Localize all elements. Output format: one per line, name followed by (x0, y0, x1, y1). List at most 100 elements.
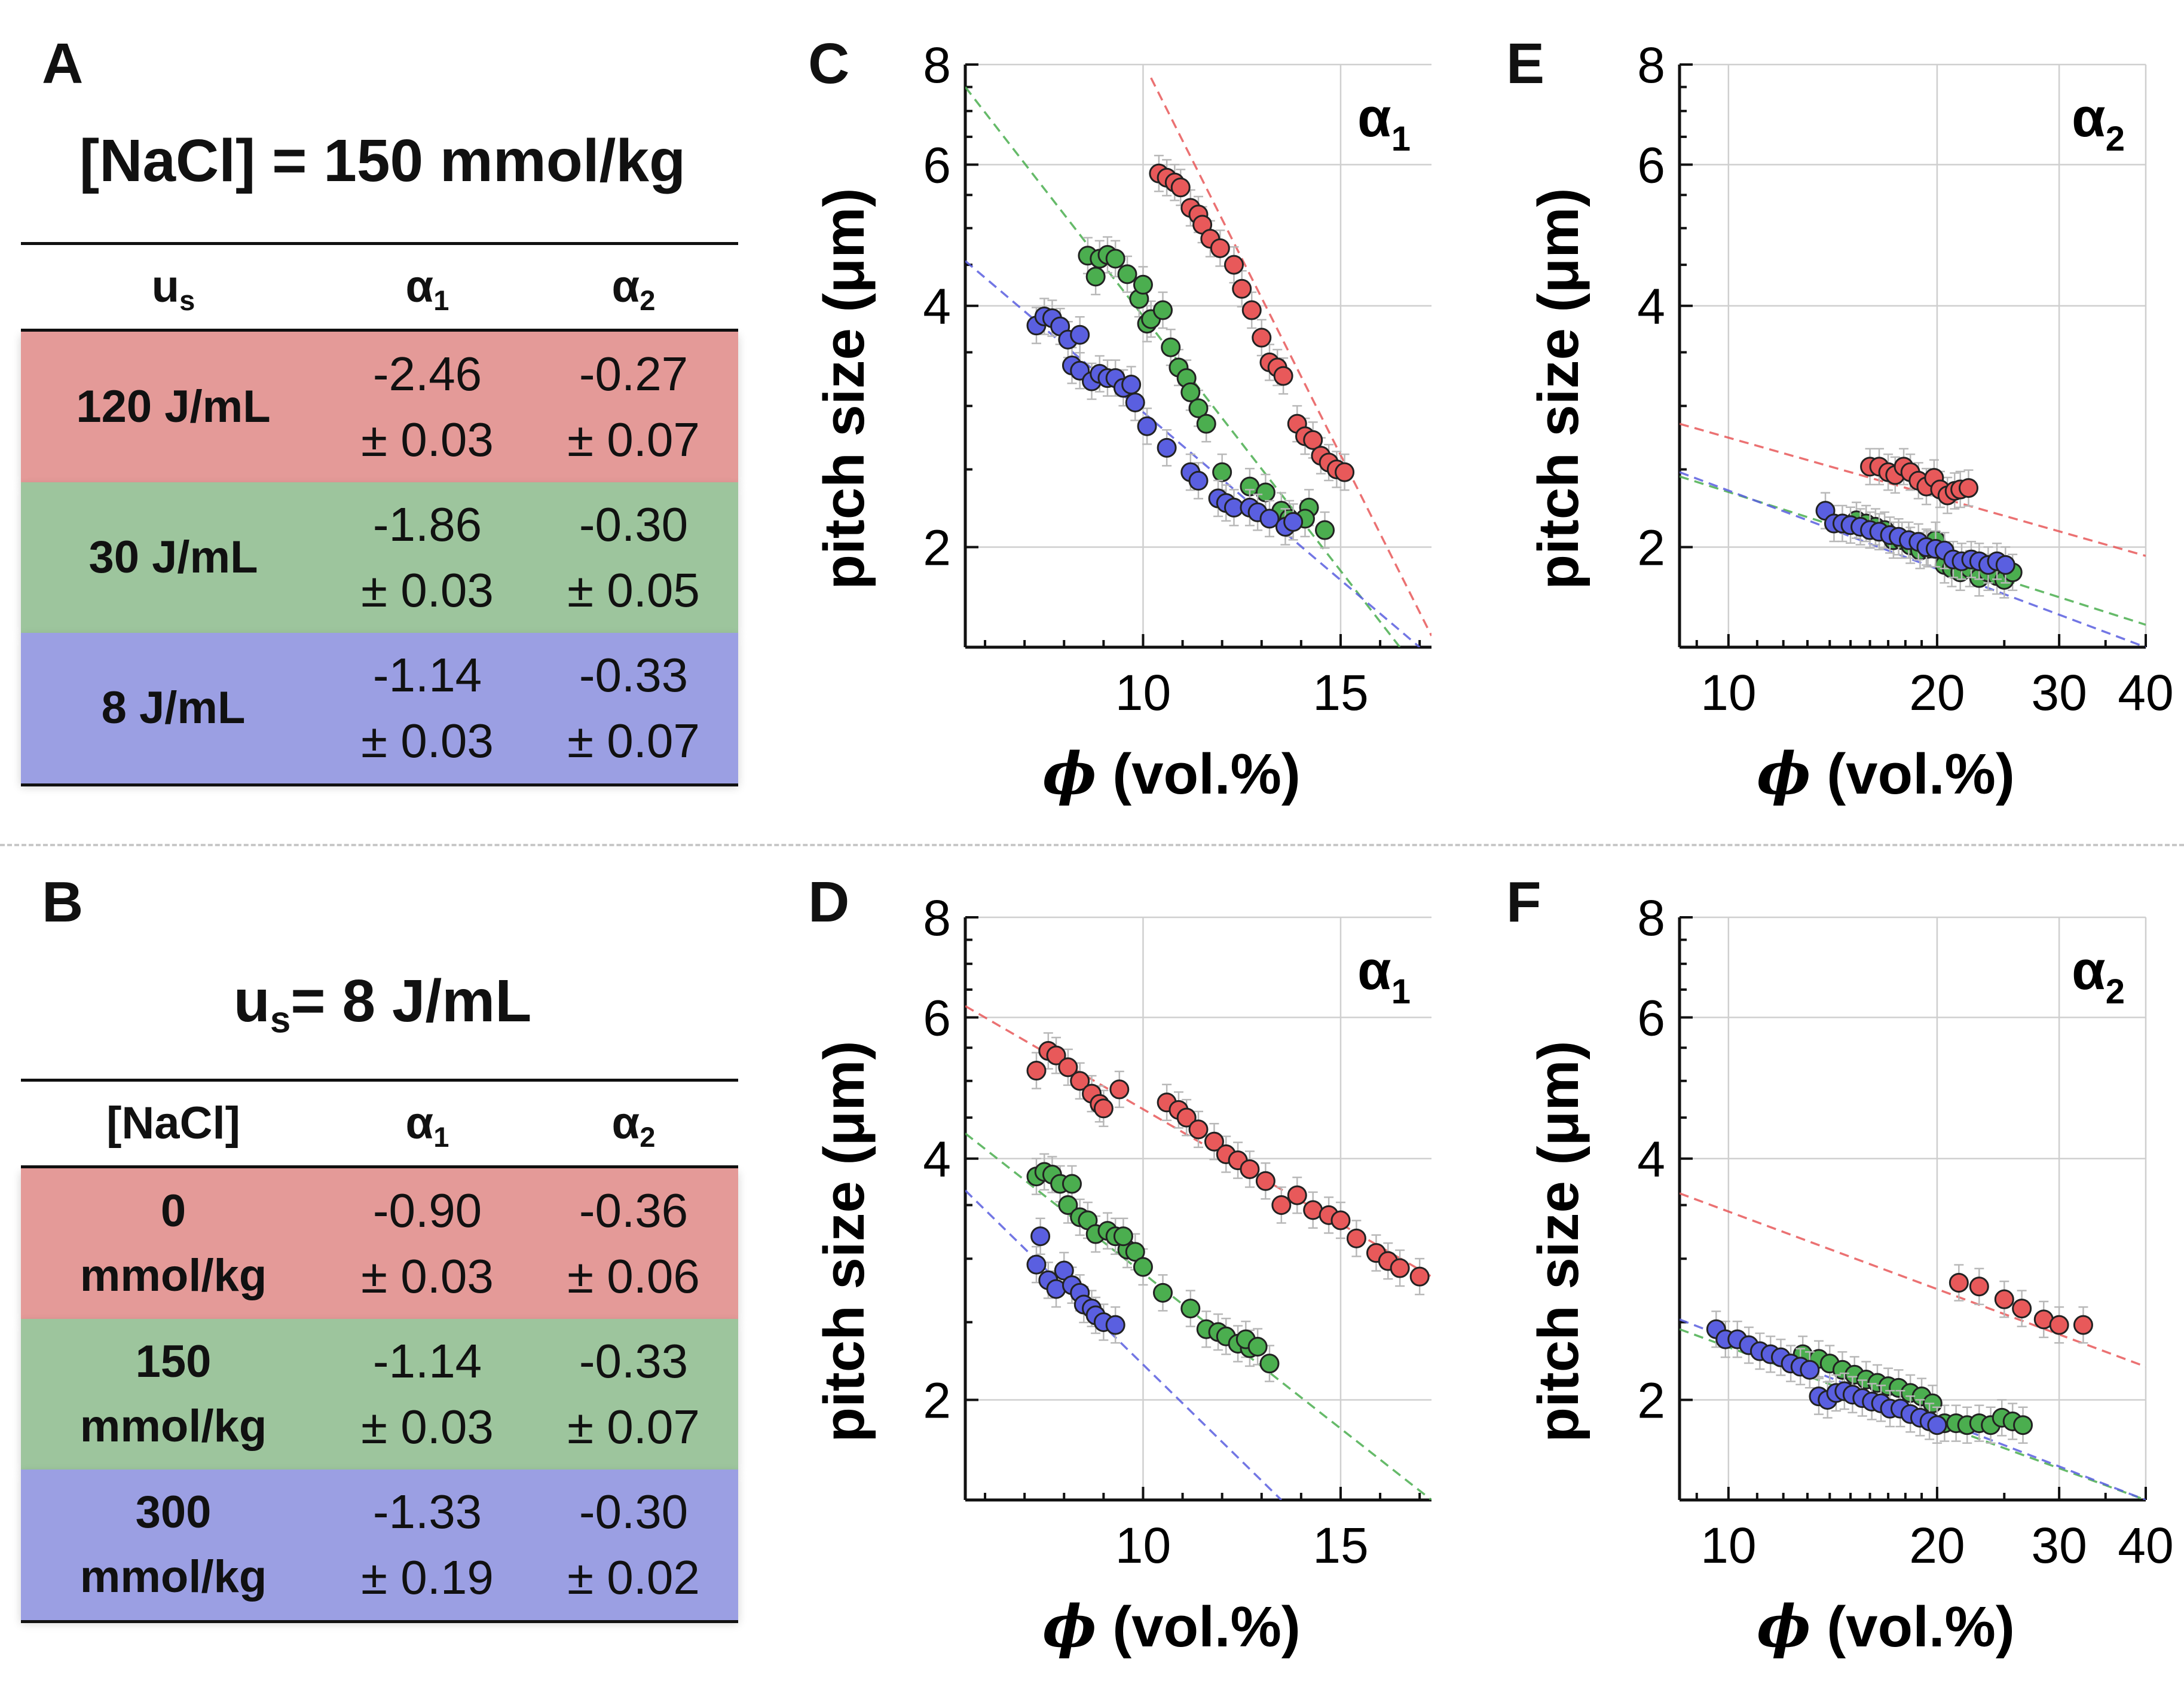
x-axis-title: ϕ (vol.%) (1042, 1593, 1301, 1660)
table-b-title: us= 8 J/mL (233, 968, 532, 1041)
fit-line-blue (965, 1189, 1283, 1500)
data-point-green (1133, 274, 1153, 295)
y-tick-label: 8 (1637, 37, 1665, 93)
x-axis-title-symbol: ϕ (1042, 1593, 1096, 1660)
alpha2-cell: -0.30 ± 0.05 (567, 498, 700, 617)
x-axis-title-symbol: ϕ (1757, 1593, 1810, 1660)
data-point-green (1117, 264, 1137, 284)
alpha-symbol: α (2072, 940, 2106, 1001)
x-tick-label: 10 (1700, 665, 1756, 721)
x-tick-label: 30 (2031, 1517, 2087, 1573)
table-a-header: us α1 α2 (21, 245, 738, 329)
x-tick-label: 10 (1115, 1517, 1171, 1573)
x-axis-title: ϕ (vol.%) (1042, 740, 1301, 807)
row-label: 8 J/mL (101, 682, 246, 733)
data-point-red (1109, 1079, 1130, 1100)
alpha-annotation: α1 (1357, 87, 1411, 158)
data-point-green (1133, 1257, 1153, 1277)
y-axis-title: pitch size (μm) (812, 1040, 876, 1442)
table-b-header: [NaCl] α1 α2 (21, 1082, 738, 1165)
data-point-green (1153, 1282, 1173, 1303)
x-axis-title: ϕ (vol.%) (1757, 740, 2015, 807)
data-point-red (1255, 1171, 1275, 1191)
chart-d: 2 4 6 8 10 15 pitch size (μm) ϕ (vol.%) α1 (812, 890, 1431, 1660)
data-point-red (1176, 1107, 1197, 1128)
alpha-subscript: 1 (1391, 972, 1411, 1011)
table-b-top-rule (21, 1079, 738, 1082)
data-point-blue (1995, 555, 2015, 575)
panel-letter-c: C (808, 32, 850, 96)
x-tick-label: 40 (2118, 665, 2173, 721)
x-axis-title-unit: (vol.%) (1097, 742, 1301, 806)
y-axis-title: pitch size (μm) (812, 188, 876, 589)
data-point-red (1070, 1071, 1090, 1091)
col-header-us: us (151, 261, 195, 317)
row-label: 0 mmol/kg (79, 1186, 267, 1301)
table-row: 150 mmol/kg -1.14 ± 0.03 -0.33 ± 0.07 (21, 1319, 738, 1470)
table-row: 120 J/mL -2.46 ± 0.03 -0.27 ± 0.07 (21, 332, 738, 482)
data-point-green (1161, 337, 1181, 357)
y-tick-label: 4 (1637, 278, 1665, 335)
table-a-header-rule (21, 329, 738, 332)
data-point-red (1046, 1045, 1066, 1066)
data-point-red (1188, 1119, 1209, 1140)
data-point-red (1252, 327, 1272, 348)
fit-line-green (965, 1132, 1431, 1500)
data-point-red (1287, 1185, 1307, 1205)
alpha1-cell: -1.86 ± 0.03 (361, 498, 494, 617)
data-point-green (1062, 1174, 1082, 1194)
x-tick-label: 20 (1909, 1517, 1965, 1573)
data-point-red (1303, 430, 1323, 450)
row-label: 120 J/mL (76, 381, 271, 432)
alpha1-cell: -2.46 ± 0.03 (361, 347, 494, 466)
col-header-nacl: [NaCl] (106, 1098, 240, 1149)
data-point-green (1188, 398, 1209, 418)
alpha-symbol: α (1357, 87, 1391, 148)
data-point-red (1390, 1258, 1410, 1278)
panel-letter-b: B (42, 870, 84, 934)
data-point-blue (1927, 1415, 1947, 1435)
alpha1-cell: -1.14 ± 0.03 (361, 1334, 494, 1453)
x-axis-title-unit: (vol.%) (1811, 742, 2015, 806)
col-header-alpha1: α1 (405, 261, 449, 317)
data-point-green (1196, 414, 1216, 434)
table-b: [NaCl] α1 α2 0 mmol/kg -0.90 ± 0.03 -0.36 ±… (21, 1079, 738, 1628)
data-point-red (2049, 1315, 2069, 1335)
table-row: 0 mmol/kg -0.90 ± 0.03 -0.36 ± 0.06 (21, 1168, 738, 1319)
data-point-blue (1800, 1360, 1820, 1380)
panel-letter-d: D (808, 870, 850, 934)
x-tick-label: 15 (1313, 665, 1368, 721)
table-a-top-rule (21, 242, 738, 245)
alpha-subscript: 2 (2106, 120, 2125, 158)
section-divider (0, 844, 2184, 846)
data-point-blue (1026, 1254, 1047, 1275)
data-point-red (1958, 478, 1978, 498)
table-row: 8 J/mL -1.14 ± 0.03 -0.33 ± 0.07 (21, 633, 738, 783)
data-point-red (1271, 1195, 1292, 1215)
y-tick-label: 4 (923, 278, 951, 335)
panel-letter-f: F (1506, 870, 1541, 934)
alpha-subscript: 1 (1391, 120, 1411, 158)
data-point-red (1273, 366, 1293, 386)
data-point-blue (1259, 509, 1280, 529)
data-point-green (1113, 1226, 1133, 1247)
alpha2-cell: -0.33 ± 0.07 (567, 648, 700, 767)
data-point-green (1105, 249, 1125, 269)
table-b-header-rule (21, 1165, 738, 1168)
data-point-red (1210, 238, 1230, 258)
x-axis-title-unit: (vol.%) (1097, 1595, 1301, 1659)
table-a-bottom-rule (21, 783, 738, 786)
alpha2-cell: -0.33 ± 0.07 (567, 1334, 700, 1453)
alpha-subscript: 2 (2106, 972, 2125, 1011)
fit-line-red (1680, 1192, 2146, 1368)
data-point-red (1170, 177, 1191, 198)
data-point-green (1259, 1354, 1280, 1374)
data-point-red (1330, 1210, 1351, 1230)
x-tick-label: 20 (1909, 665, 1965, 721)
data-point-green (1180, 1299, 1201, 1319)
chart-c: 2 4 6 8 10 15 pitch size (μm) ϕ (vol.%) α1 (812, 37, 1431, 807)
row-label: 150 mmol/kg (79, 1336, 267, 1452)
data-point-blue (1283, 512, 1304, 532)
alpha-symbol: α (1357, 940, 1391, 1001)
